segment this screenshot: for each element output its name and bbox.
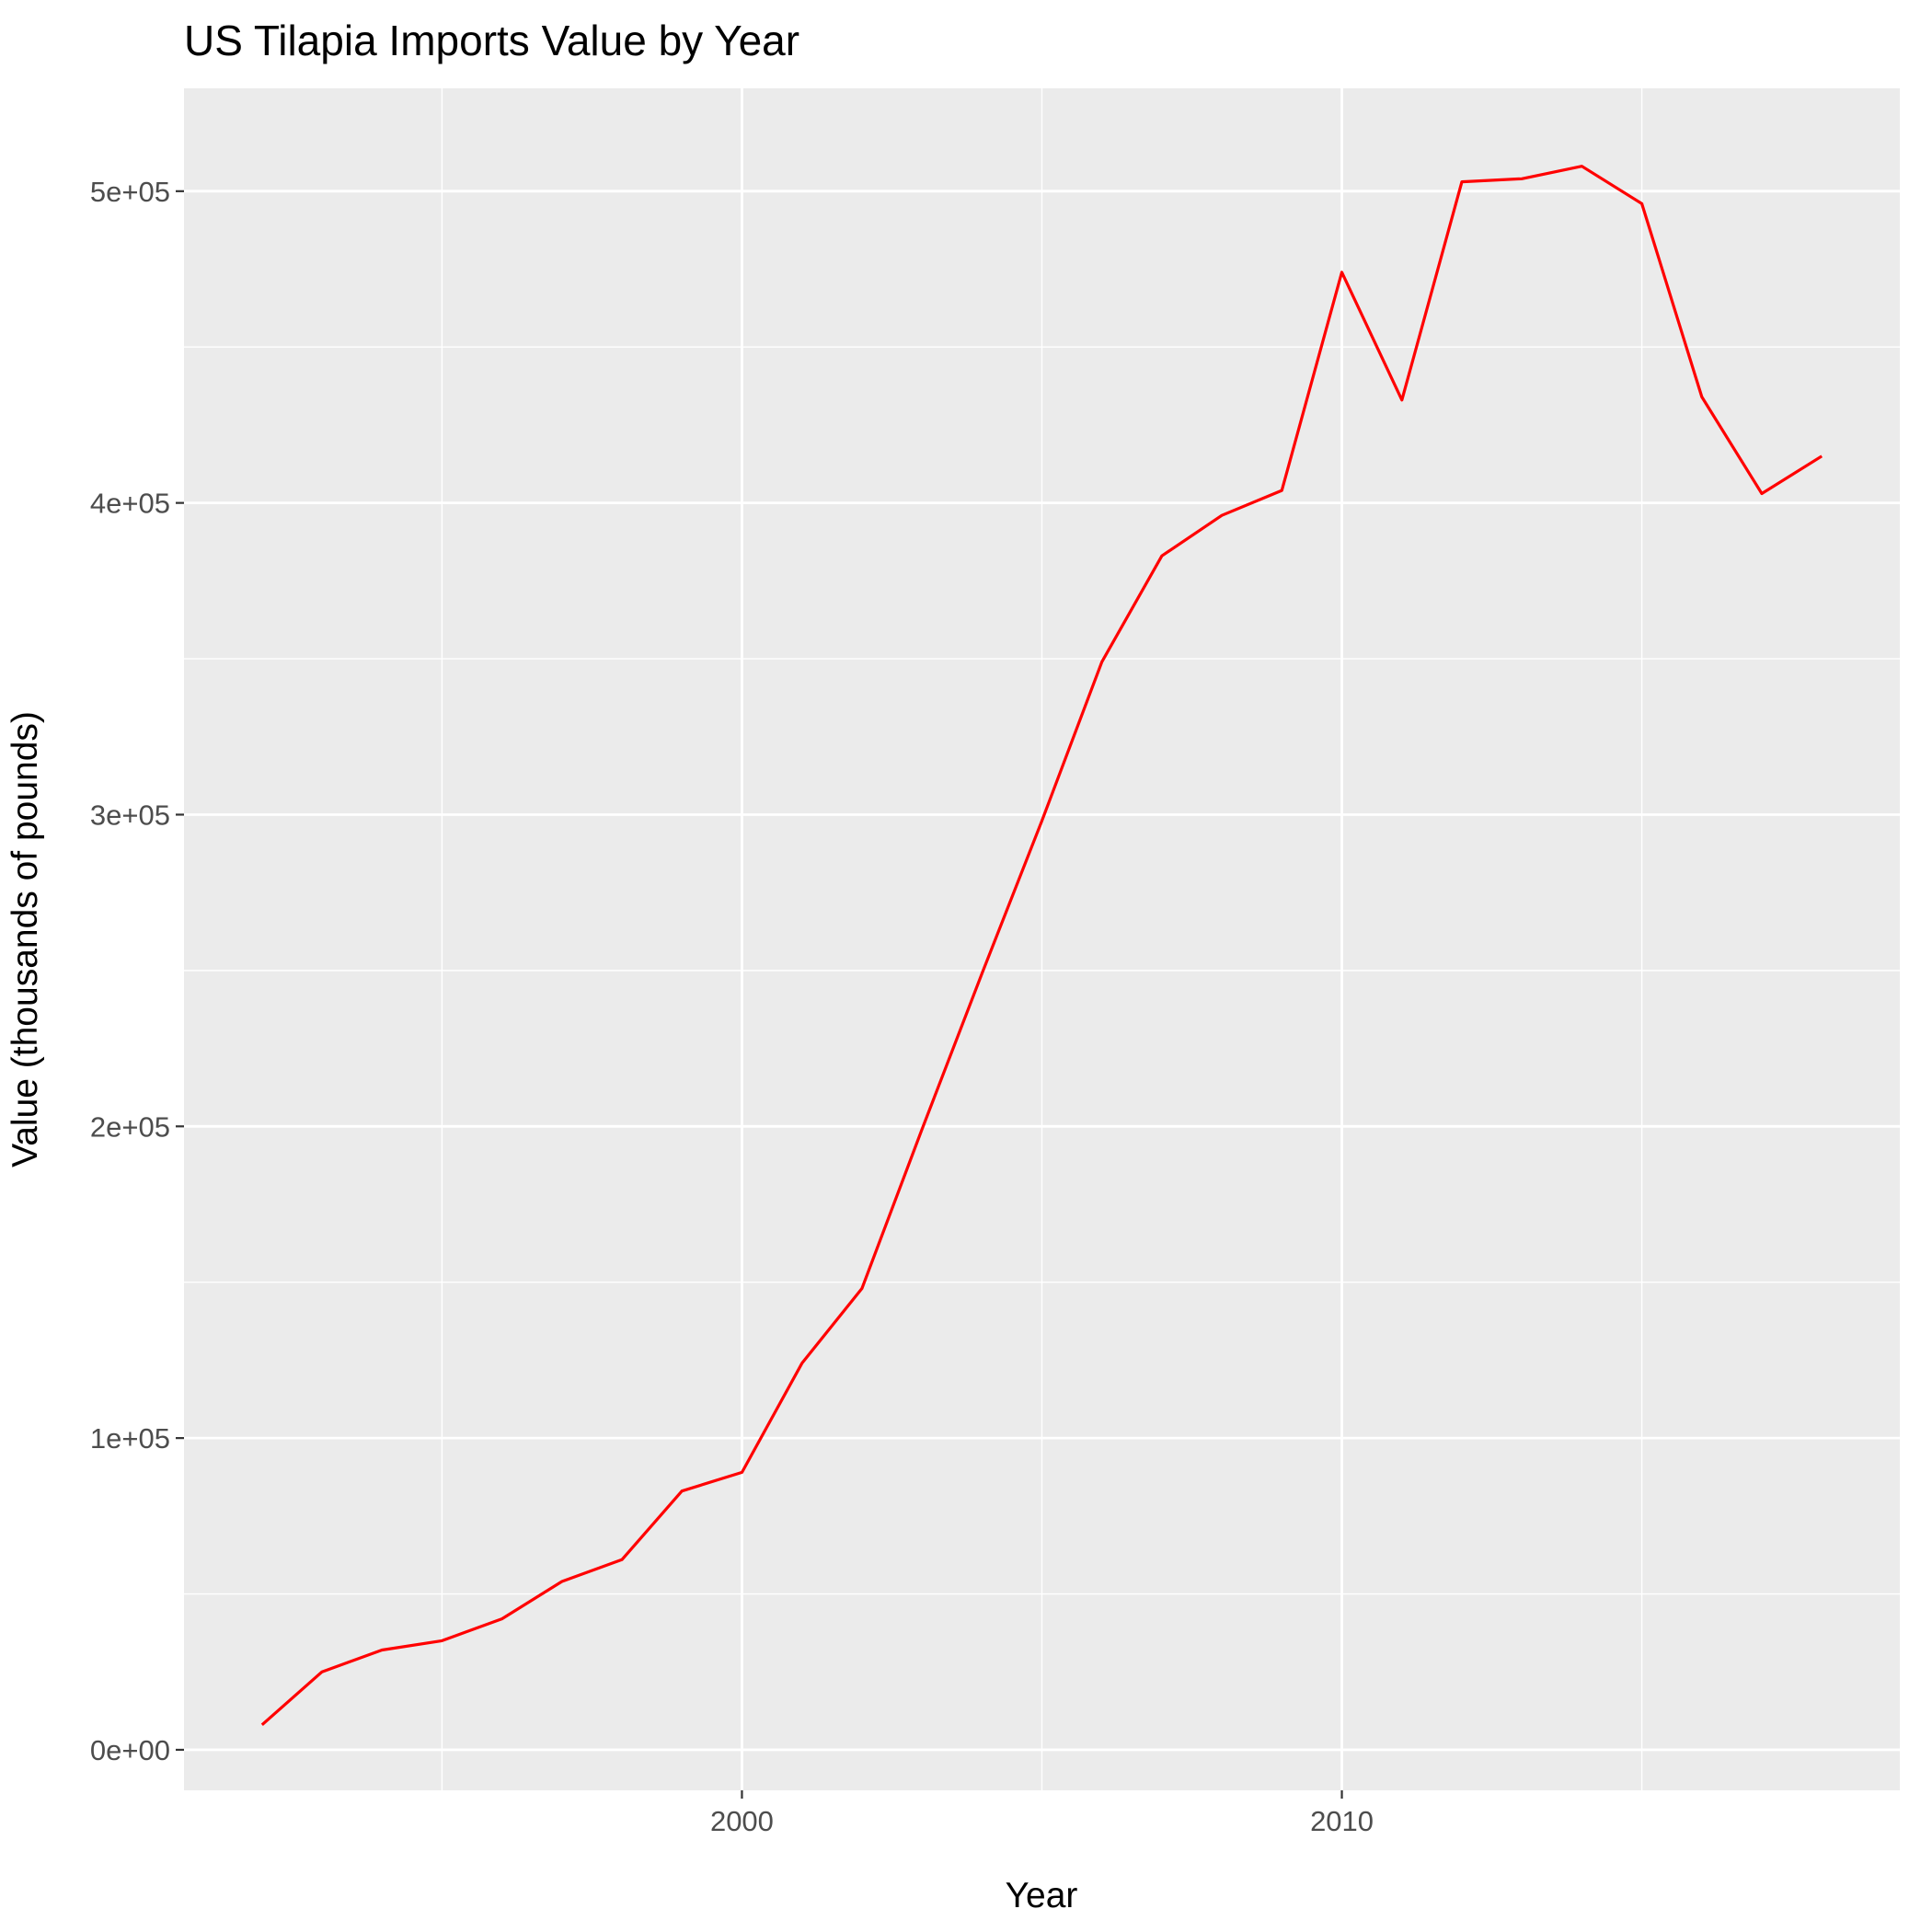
y-tick-label: 5e+05 [90,176,170,208]
y-tick-label: 4e+05 [90,488,170,520]
x-axis-title: Year [1006,1876,1078,1915]
y-axis: 0e+00 1e+05 2e+05 3e+05 4e+05 5e+05 [90,176,184,1766]
y-axis-title: Value (thousands of pounds) [6,711,45,1167]
series-line [260,165,1823,1726]
x-axis: 2000 2010 [710,1790,1374,1837]
minor-gridlines [184,88,1900,1790]
major-gridlines [184,88,1900,1790]
y-tick-label: 3e+05 [90,799,170,831]
x-tick-label: 2000 [710,1805,774,1837]
y-tick-label: 2e+05 [90,1110,170,1143]
y-tick-label: 0e+00 [90,1734,170,1766]
y-tick-label: 1e+05 [90,1422,170,1455]
chart-title: US Tilapia Imports Value by Year [184,17,799,64]
x-tick-label: 2010 [1310,1805,1374,1837]
